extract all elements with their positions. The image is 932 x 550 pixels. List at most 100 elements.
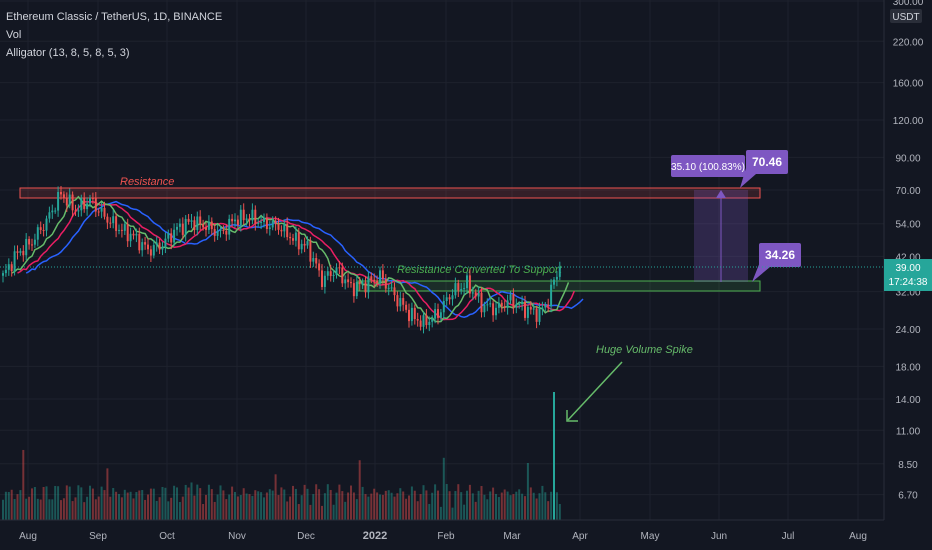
resistance-zone[interactable]	[19, 187, 761, 199]
candle-body	[207, 221, 210, 230]
candle-body	[408, 309, 410, 322]
volume-bar	[31, 488, 33, 520]
volume-bar	[57, 486, 60, 520]
volume-bar	[442, 457, 445, 520]
candle-body	[118, 229, 120, 231]
volume-bar	[376, 492, 379, 520]
volume-bar	[553, 392, 555, 520]
candle-body	[370, 276, 373, 280]
volume-bar	[196, 484, 199, 520]
volume-bar	[42, 486, 45, 520]
candle-body	[547, 304, 550, 307]
candle-body	[135, 233, 138, 236]
volume-bar	[405, 498, 408, 520]
volume-bar	[7, 491, 10, 520]
candle-body	[7, 264, 10, 270]
volume-bar	[422, 485, 425, 520]
candle-body	[62, 194, 65, 198]
candle-body	[379, 270, 381, 283]
candle-body	[416, 319, 419, 321]
grid	[0, 0, 884, 520]
alligator-indicator-label[interactable]: Alligator (13, 8, 5, 8, 5, 3)	[6, 47, 130, 59]
candle-body	[164, 238, 167, 247]
candle-body	[509, 294, 512, 301]
candle-body	[193, 220, 196, 231]
volume-bar	[471, 493, 474, 520]
candle-body	[425, 315, 428, 326]
volume-bar	[118, 494, 120, 520]
candle-body	[390, 287, 393, 289]
candle-body	[129, 233, 132, 242]
candle-body	[437, 309, 439, 318]
volume-bar	[10, 489, 13, 520]
volume-bar	[303, 484, 306, 520]
candle-body	[521, 301, 524, 305]
candle-body	[471, 292, 474, 294]
volume-indicator-label[interactable]: Vol	[6, 29, 22, 41]
volume-bar	[71, 501, 74, 520]
volume-bar	[173, 485, 176, 520]
volume-bar	[277, 495, 280, 520]
volume-bar	[106, 468, 109, 520]
candle-body	[428, 321, 431, 326]
candle-body	[338, 267, 341, 269]
candle-body	[367, 276, 370, 293]
candle-body	[106, 216, 109, 223]
symbol-title[interactable]: Ethereum Classic / TetherUS, 1D, BINANCE	[6, 11, 223, 23]
candle-body	[147, 244, 149, 250]
candle-body	[94, 198, 97, 212]
volume-bar	[529, 487, 532, 520]
candle-body	[152, 245, 155, 256]
candle-body	[91, 198, 94, 200]
candle-body	[167, 233, 170, 239]
volume-bar	[167, 501, 170, 520]
volume-bar	[460, 492, 463, 520]
volume-bar	[100, 486, 103, 520]
volume-bar	[207, 484, 210, 520]
candle-body	[254, 209, 257, 224]
volume-bar	[2, 499, 4, 520]
support-label: Resistance Converted To Support	[397, 264, 563, 276]
price-tick-label: 90.00	[895, 153, 920, 164]
candle-body	[352, 283, 355, 297]
entry-price-label: 34.26	[752, 243, 801, 282]
volume-bar	[231, 486, 234, 520]
volume-bar	[36, 498, 39, 520]
volume-bar	[294, 488, 297, 520]
volume-bar	[379, 494, 381, 520]
candle-body	[170, 233, 173, 243]
price-axis[interactable]: 300.00 220.00 160.00 120.00 90.00 70.00 54.00 4…	[883, 0, 932, 520]
time-tick-label: Aug	[849, 531, 867, 542]
candle-body	[329, 271, 332, 277]
candle-body	[234, 219, 236, 222]
candle-body	[103, 207, 106, 217]
volume-bar	[170, 497, 173, 520]
candle-body	[181, 223, 184, 235]
volume-bar	[477, 490, 480, 520]
time-axis[interactable]: Aug Sep Oct Nov Dec 2022 Feb Mar Apr May Jun Jul Aug	[0, 519, 932, 550]
volume-bar	[326, 484, 329, 520]
volume-bar	[123, 489, 126, 520]
price-tick-label: 6.70	[898, 491, 918, 502]
candle-body	[442, 300, 445, 313]
candles	[2, 185, 561, 334]
candle-body	[341, 267, 344, 284]
candle-body	[2, 273, 4, 276]
volume-bar	[39, 499, 42, 520]
volume-bar	[413, 490, 416, 520]
candle-body	[515, 304, 518, 308]
time-tick-label: Aug	[19, 531, 37, 542]
volume-bar	[483, 494, 486, 520]
support-zone[interactable]	[357, 280, 761, 292]
volume-bar	[352, 492, 355, 520]
volume-bar	[4, 491, 7, 520]
volume-bar	[396, 493, 399, 520]
candle-body	[323, 275, 326, 287]
volume-bar	[126, 492, 129, 520]
candle-body	[71, 194, 74, 211]
candle-body	[503, 306, 506, 308]
volume-bar	[431, 492, 434, 520]
candle-body	[483, 304, 486, 313]
time-tick-label: May	[641, 531, 660, 542]
